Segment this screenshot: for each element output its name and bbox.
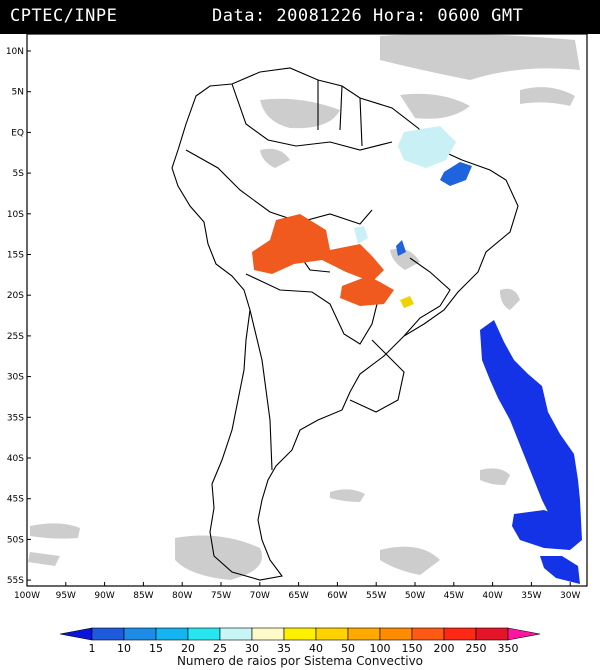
lon-label: 55W <box>366 591 386 601</box>
lon-label: 85W <box>133 591 153 601</box>
lat-label: 10S <box>7 210 24 220</box>
legend-swatch <box>315 627 349 641</box>
legend-swatch <box>283 627 317 641</box>
lightning-map: 10N5NEQ5S10S15S20S25S30S35S40S45S50S55S … <box>6 33 588 601</box>
lon-label: 60W <box>327 591 347 601</box>
legend-label: 350 <box>498 642 519 655</box>
lat-label: 35S <box>7 413 24 423</box>
legend-label: 100 <box>370 642 391 655</box>
lat-label: 5S <box>13 169 25 179</box>
legend-swatch <box>91 627 125 641</box>
legend-label: 35 <box>277 642 291 655</box>
mato-grosso-cells <box>340 276 394 306</box>
cloud-cover <box>28 33 580 580</box>
parana-cell <box>400 296 414 308</box>
patagonia-atlantic <box>512 510 582 550</box>
legend-label: 200 <box>434 642 455 655</box>
legend-label: 10 <box>117 642 131 655</box>
lon-axis: 100W 95W 90W 85W 80W 75W 70W 65W 60W 55W 50W 45W 40W… <box>14 582 580 601</box>
lon-label: 50W <box>405 591 425 601</box>
lat-label: EQ <box>11 128 24 138</box>
legend-label: 15 <box>149 642 163 655</box>
legend-swatch <box>187 627 221 641</box>
legend-label: 250 <box>466 642 487 655</box>
lon-label: 100W <box>14 591 40 601</box>
coastlines <box>171 67 519 581</box>
legend-label: 30 <box>245 642 259 655</box>
patagonia-atlantic-south <box>540 556 580 584</box>
legend-label: 150 <box>402 642 423 655</box>
lat-label: 25S <box>7 332 24 342</box>
legend: 1 10 15 20 25 30 35 40 50 100 150 200 250 350 <box>59 627 541 655</box>
lat-label: 55S <box>7 576 24 586</box>
legend-label: 50 <box>341 642 355 655</box>
legend-swatch <box>379 627 413 641</box>
lat-label: 30S <box>7 373 24 383</box>
lat-label: 40S <box>7 454 24 464</box>
central-blue-cell <box>396 240 406 256</box>
legend-label: 1 <box>89 642 96 655</box>
atlantic-south-band <box>480 320 582 540</box>
lon-label: 30W <box>560 591 580 601</box>
legend-swatch <box>123 627 157 641</box>
map-frame <box>26 33 588 587</box>
north-brazil-light-2 <box>354 226 368 244</box>
lon-label: 70W <box>250 591 270 601</box>
north-brazil-light <box>398 126 456 168</box>
datetime-label: Data: 20081226 Hora: 0600 GMT <box>212 6 524 26</box>
northeast-brazil-cells <box>440 162 472 186</box>
lat-label: 5N <box>12 88 24 98</box>
source-label: CPTEC/INPE <box>10 6 118 26</box>
lon-label: 80W <box>172 591 192 601</box>
lat-axis: 10N 5N EQ 5S 10S 15S 20S 25S 30S 35S 40S 45S 50S 55S <box>6 47 31 586</box>
legend-swatch <box>507 627 541 641</box>
legend-swatch <box>475 627 509 641</box>
legend-swatch <box>347 627 381 641</box>
lon-label: 65W <box>288 591 308 601</box>
lon-label: 95W <box>56 591 76 601</box>
legend-swatch <box>411 627 445 641</box>
map-header: CPTEC/INPE Data: 20081226 Hora: 0600 GMT <box>0 0 600 34</box>
amazon-southern-cells <box>252 214 384 282</box>
legend-swatch <box>59 627 93 641</box>
legend-title: Numero de raios por Sistema Convectivo <box>176 654 424 668</box>
lon-label: 40W <box>482 591 502 601</box>
lon-label: 45W <box>444 591 464 601</box>
lat-label: 15S <box>7 251 24 261</box>
lightning-cells <box>252 126 582 584</box>
lat-label: 10N <box>6 47 24 57</box>
legend-label: 25 <box>213 642 227 655</box>
lon-label: 90W <box>94 591 114 601</box>
legend-label: 40 <box>309 642 323 655</box>
lat-label: 50S <box>7 535 24 545</box>
legend-swatch <box>251 627 285 641</box>
lon-label: 35W <box>521 591 541 601</box>
legend-label: 20 <box>181 642 195 655</box>
lon-label: 75W <box>211 591 231 601</box>
lat-label: 20S <box>7 291 24 301</box>
legend-swatch <box>443 627 477 641</box>
legend-swatch <box>155 627 189 641</box>
legend-swatch <box>219 627 253 641</box>
lat-label: 45S <box>7 495 24 505</box>
